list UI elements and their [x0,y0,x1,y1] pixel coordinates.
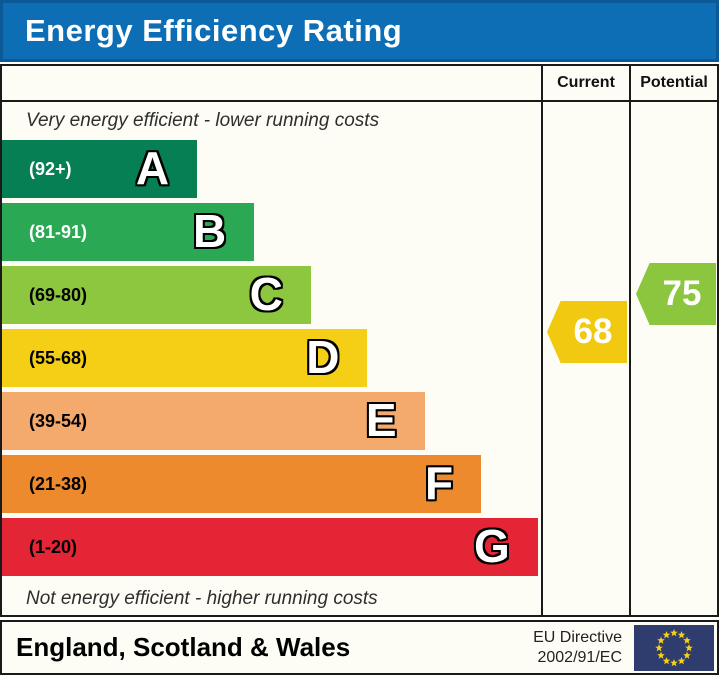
page-title: Energy Efficiency Rating [25,13,403,48]
band-range-label: (69-80) [29,285,88,305]
band-bar-d: (55-68) D [2,329,368,387]
region-label: England, Scotland & Wales [16,632,351,662]
eu-flag-icon [634,624,714,671]
band-row-d: (55-68) D [2,329,541,392]
band-row-e: (39-54) E [2,392,541,455]
band-row-f: (21-38) F [2,455,541,518]
band-letter: A [135,142,170,194]
band-range-label: (92+) [29,159,72,179]
band-scale: Very energy efficient - lower running co… [2,102,541,615]
header-potential: Potential [629,66,717,102]
band-range-label: (1-20) [29,537,78,557]
band-letter: G [473,520,510,572]
band-range-label: (39-54) [29,411,88,431]
band-letter: B [193,205,227,257]
band-bar-f: (21-38) F [2,455,482,513]
eu-directive-line2: 2002/91/EC [537,648,622,666]
band-letter: D [306,331,340,383]
band-letter: F [425,457,454,509]
band-row-g: (1-20) G [2,518,541,581]
band-range-label: (81-91) [29,222,88,242]
title-bar: Energy Efficiency Rating [0,0,719,62]
current-column: 68 [541,102,629,615]
header-spacer [2,66,541,102]
band-bar-a: (92+) A [2,140,198,198]
eu-directive-label: EU Directive 2002/91/EC [533,628,622,668]
potential-rating-value: 75 [662,274,702,313]
band-row-b: (81-91) B [2,203,541,266]
band-bar-b: (81-91) B [2,203,255,261]
band-bar-e: (39-54) E [2,392,425,450]
band-range-label: (55-68) [29,348,88,368]
energy-rating-table: Current Potential Very energy efficient … [0,64,719,617]
footer: England, Scotland & Wales EU Directive 2… [0,620,719,675]
band-letter: E [365,394,397,446]
band-row-a: (92+) A [2,140,541,203]
eu-directive-line1: EU Directive [533,628,622,646]
potential-column: 75 [629,102,717,615]
band-range-label: (21-38) [29,474,88,494]
current-rating-arrow: 68 [547,301,627,363]
current-rating-value: 68 [573,312,613,351]
band-row-c: (69-80) C [2,266,541,329]
band-bar-c: (69-80) C [2,266,311,324]
band-bar-g: (1-20) G [2,518,538,576]
top-note: Very energy efficient - lower running co… [26,110,380,131]
potential-rating-arrow: 75 [636,263,716,325]
header-current: Current [541,66,629,102]
band-letter: C [249,268,283,320]
bottom-note: Not energy efficient - higher running co… [26,588,378,609]
